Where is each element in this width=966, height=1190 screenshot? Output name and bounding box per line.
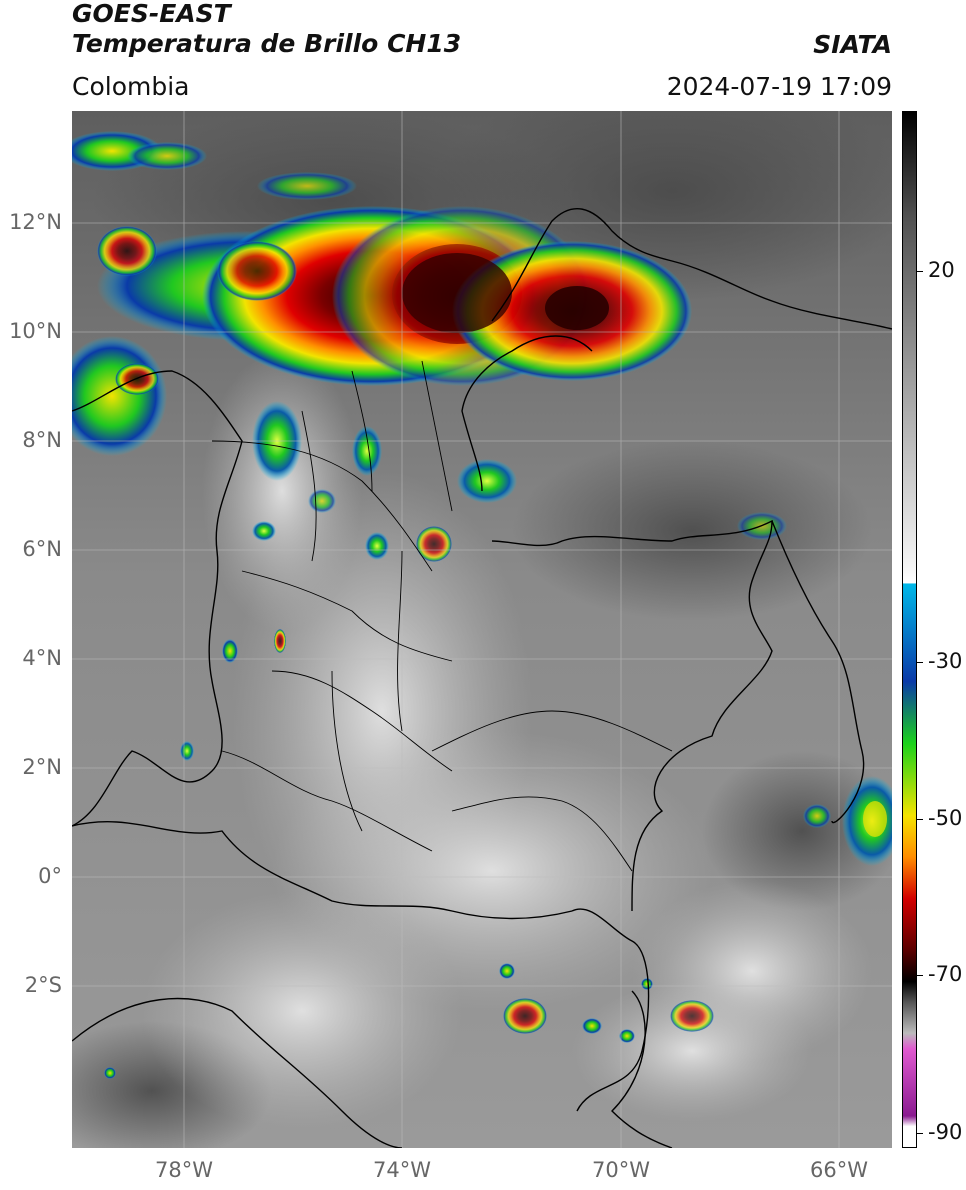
colorbar-label: -70 (928, 962, 963, 986)
colorbar-label: -30 (928, 649, 963, 673)
convective-storm (217, 241, 297, 301)
convective-cell (503, 998, 547, 1034)
lat-label: 2°S (24, 973, 62, 997)
lat-label: 12°N (9, 210, 62, 234)
satellite-map (72, 111, 892, 1148)
convective-cell (308, 489, 336, 513)
country-borders (72, 208, 892, 1148)
lon-label: 70°W (592, 1158, 650, 1182)
peru-border (571, 908, 650, 1112)
product-title: Temperatura de Brillo CH13 (72, 29, 462, 58)
pacific-coast (72, 370, 243, 827)
convective-storm (97, 226, 157, 276)
venezuela-border (491, 519, 773, 912)
colorbar-label: -90 (928, 1120, 963, 1144)
dark-region (702, 751, 892, 911)
convective-cell (619, 1029, 635, 1043)
map-canvas (72, 111, 892, 1148)
colorbar-tick (917, 662, 923, 663)
venezuela-coast (491, 208, 892, 330)
datetime-label: 2024-07-19 17:09 (666, 72, 892, 101)
satellite-title: GOES-EAST (72, 0, 231, 28)
colorbar-label: -50 (928, 806, 963, 830)
lat-label: 4°N (22, 646, 62, 670)
colorbar-tick (917, 1133, 923, 1134)
colorbar-tick (917, 819, 923, 820)
lon-label: 66°W (810, 1158, 868, 1182)
brazil-border (771, 520, 865, 824)
convective-cell (582, 1018, 602, 1034)
convective-cell (127, 142, 207, 170)
lat-label: 6°N (22, 537, 62, 561)
convective-cell (180, 741, 194, 761)
lon-label: 74°W (373, 1158, 431, 1182)
region-label: Colombia (72, 72, 190, 101)
convective-cell (222, 639, 238, 663)
convective-cell (641, 978, 653, 990)
department-borders (211, 360, 673, 872)
organization-label: SIATA (813, 30, 892, 59)
lat-label: 2°N (22, 755, 62, 779)
convective-cell (352, 426, 382, 476)
convective-cell (863, 801, 887, 837)
temperature-colorbar (902, 111, 917, 1148)
dark-region (512, 441, 872, 621)
convective-cell (252, 521, 276, 541)
convective-cell (457, 459, 517, 503)
south-border (611, 990, 673, 1148)
cloud-region (202, 351, 362, 631)
convective-cell (365, 532, 389, 560)
colorbar-label: 20 (928, 258, 955, 282)
lat-label: 10°N (9, 319, 62, 343)
convective-cell (274, 629, 286, 653)
convective-cell (104, 1067, 116, 1079)
lat-label: 0° (38, 864, 62, 888)
convective-cell (670, 1000, 714, 1032)
graticule (72, 111, 892, 1148)
storm-core (402, 253, 512, 333)
cloud-region (142, 891, 462, 1131)
colorbar-tick (917, 271, 923, 272)
convective-cell (416, 526, 452, 562)
convective-cell (257, 172, 357, 200)
lon-label: 78°W (155, 1158, 213, 1182)
ecuador-border (72, 821, 573, 920)
peru-coast-border (72, 997, 403, 1148)
cloud-region (572, 981, 812, 1121)
colorbar-tick (917, 975, 923, 976)
convective-cell (803, 804, 831, 828)
border-segment (461, 335, 593, 492)
convective-cell (499, 963, 515, 979)
storm-core (545, 286, 609, 330)
lat-label: 8°N (22, 428, 62, 452)
